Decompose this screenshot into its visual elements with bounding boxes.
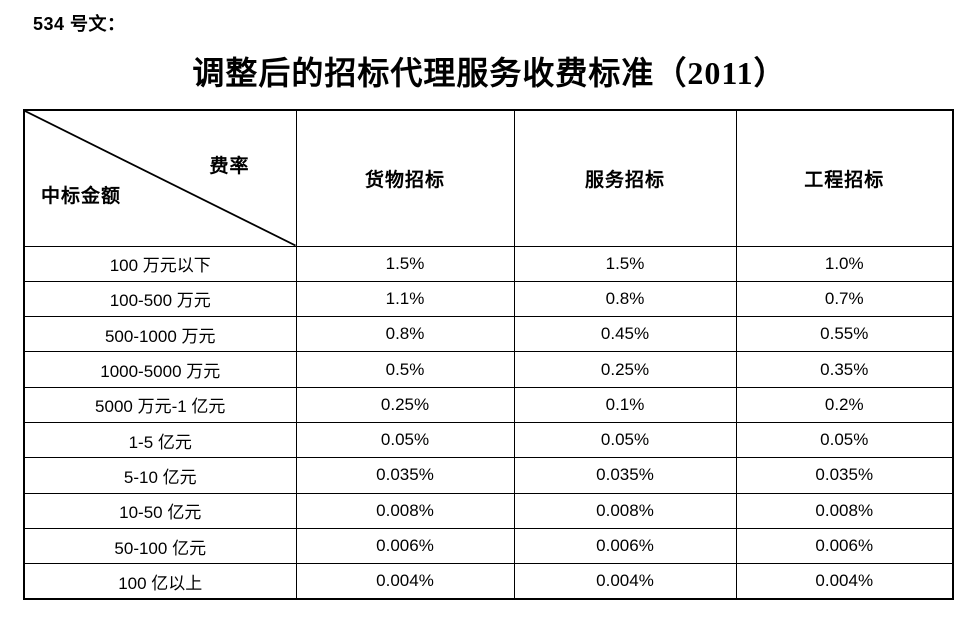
row-label: 1000-5000 万元 [23, 351, 297, 388]
table-row: 10-50 亿元 0.008% 0.008% 0.008% [23, 492, 954, 529]
rate-cell: 0.004% [735, 563, 954, 600]
corner-label-bid-amount: 中标金额 [41, 186, 122, 207]
corner-header-cell: 费率 中标金额 [23, 109, 297, 247]
rate-cell: 0.7% [735, 280, 954, 318]
rate-cell: 0.006% [295, 527, 515, 565]
rate-cell: 0.05% [295, 421, 515, 459]
rate-cell: 0.035% [513, 457, 737, 494]
column-header-goods: 货物招标 [295, 109, 515, 247]
row-label: 5-10 亿元 [23, 457, 297, 494]
table-row: 1000-5000 万元 0.5% 0.25% 0.35% [23, 351, 954, 388]
rate-cell: 1.5% [295, 245, 515, 282]
row-label: 100 万元以下 [23, 245, 297, 282]
rate-cell: 0.006% [735, 527, 954, 565]
row-label: 100 亿以上 [23, 563, 297, 600]
rate-cell: 0.5% [295, 351, 515, 388]
rate-cell: 1.5% [513, 245, 737, 282]
table-row: 100-500 万元 1.1% 0.8% 0.7% [23, 280, 954, 318]
row-label: 500-1000 万元 [23, 316, 297, 353]
rate-cell: 0.2% [735, 386, 954, 423]
rate-cell: 0.006% [513, 527, 737, 565]
rate-cell: 0.035% [735, 457, 954, 494]
table-row: 500-1000 万元 0.8% 0.45% 0.55% [23, 316, 954, 353]
row-label: 50-100 亿元 [23, 527, 297, 565]
page-title: 调整后的招标代理服务收费标准（2011） [192, 55, 787, 91]
rate-cell: 0.45% [513, 316, 737, 353]
rate-cell: 0.008% [513, 492, 737, 529]
table-row: 5-10 亿元 0.035% 0.035% 0.035% [23, 457, 954, 494]
rate-cell: 1.1% [295, 280, 515, 318]
column-header-services: 服务招标 [513, 109, 737, 247]
rate-cell: 0.05% [735, 421, 954, 459]
rate-cell: 0.004% [295, 563, 515, 600]
corner-label-rate: 费率 [209, 156, 250, 177]
table-row: 50-100 亿元 0.006% 0.006% 0.006% [23, 527, 954, 565]
table-row: 1-5 亿元 0.05% 0.05% 0.05% [23, 421, 954, 459]
table-row: 5000 万元-1 亿元 0.25% 0.1% 0.2% [23, 386, 954, 423]
diagonal-divider-line [25, 111, 296, 246]
rate-cell: 0.35% [735, 351, 954, 388]
rate-cell: 0.004% [513, 563, 737, 600]
rate-cell: 0.8% [295, 316, 515, 353]
rate-cell: 0.8% [513, 280, 737, 318]
rate-cell: 1.0% [735, 245, 954, 282]
rate-cell: 0.05% [513, 421, 737, 459]
table-row: 100 万元以下 1.5% 1.5% 1.0% [23, 245, 954, 282]
column-header-engineering: 工程招标 [735, 109, 954, 247]
rate-cell: 0.008% [295, 492, 515, 529]
rate-cell: 0.25% [513, 351, 737, 388]
rate-cell: 0.55% [735, 316, 954, 353]
rate-cell: 0.008% [735, 492, 954, 529]
row-label: 5000 万元-1 亿元 [23, 386, 297, 423]
row-label: 100-500 万元 [23, 280, 297, 318]
row-label: 10-50 亿元 [23, 492, 297, 529]
row-label: 1-5 亿元 [23, 421, 297, 459]
rate-cell: 0.035% [295, 457, 515, 494]
rate-cell: 0.1% [513, 386, 737, 423]
rate-cell: 0.25% [295, 386, 515, 423]
doc-number-label: 534 号文： [33, 14, 126, 34]
table-row: 100 亿以上 0.004% 0.004% 0.004% [23, 563, 954, 600]
table-header-row: 费率 中标金额 货物招标 服务招标 工程招标 [23, 109, 954, 247]
fee-standard-table: 费率 中标金额 货物招标 服务招标 工程招标 100 万元以下 1.5% 1.5… [23, 109, 954, 600]
